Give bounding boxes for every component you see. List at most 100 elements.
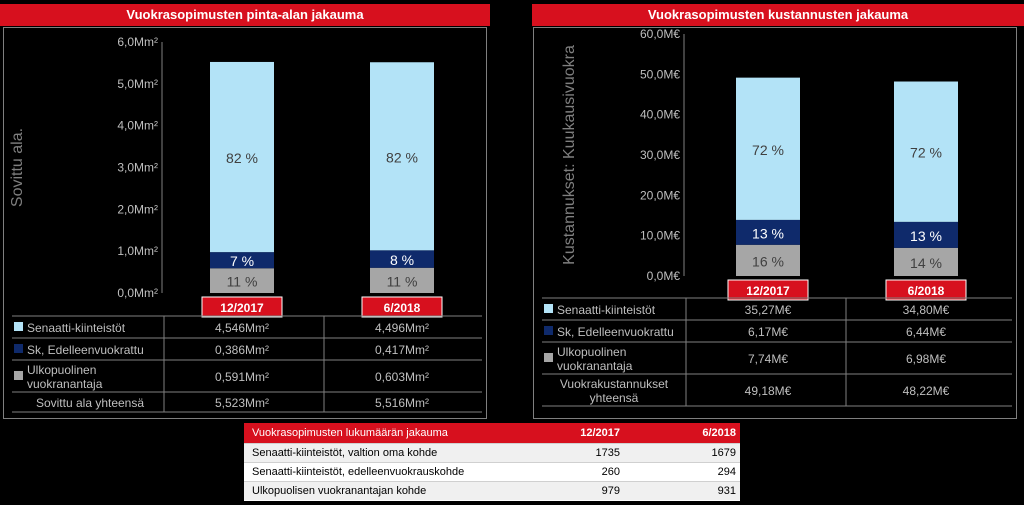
legend-swatch [544, 326, 553, 335]
y-tick-label: 20,0M€ [640, 188, 680, 202]
y-tick-label: 50,0M€ [640, 67, 680, 81]
table-value: 6,98M€ [906, 352, 946, 366]
bar-segment [370, 250, 434, 268]
data-label: 11 % [227, 274, 258, 290]
y-axis-label: Sovittu ala. [9, 128, 26, 207]
table-value: 34,80M€ [903, 303, 950, 317]
data-label: 72 % [910, 145, 942, 161]
category-box [885, 279, 967, 301]
row-value: 260 [601, 466, 620, 478]
table-value: 0,417Mm² [375, 343, 429, 357]
bar-segment [894, 81, 958, 222]
y-tick-label: 3,0Mm² [117, 161, 158, 175]
legend-label: Sk, Edelleenvuokrattu [27, 343, 144, 357]
data-label: 8 % [390, 252, 414, 268]
data-label: 72 % [752, 142, 784, 158]
row-value: 1735 [595, 447, 620, 459]
category-label: 12/2017 [220, 301, 264, 315]
row-value: 294 [717, 466, 736, 478]
y-tick-label: 5,0Mm² [117, 77, 158, 91]
table-value: 0,603Mm² [375, 370, 429, 384]
table-value: 0,386Mm² [215, 343, 269, 357]
total-label: Vuokrakustannukset [560, 377, 669, 391]
category-label: 12/2017 [746, 284, 790, 298]
data-label: 13 % [910, 228, 942, 244]
data-label: 14 % [910, 255, 942, 271]
chart1-svg: 0,0Mm² 1,0Mm² 2,0Mm² 3,0Mm² 4,0Mm² 5,0Mm² 6,0M… [9, 35, 482, 413]
table-value: 6,44M€ [906, 325, 946, 339]
y-tick-label: 60,0M€ [640, 28, 680, 41]
count-table-col-1: 12/2017 [580, 427, 620, 439]
bar-segment [210, 252, 274, 269]
table-value: 6,17M€ [748, 325, 788, 339]
row-label: Senaatti-kiinteistöt, valtion oma kohde [252, 447, 438, 459]
row-value: 979 [601, 485, 620, 497]
table-value: 35,27M€ [745, 303, 792, 317]
count-table-header: Vuokrasopimusten lukumäärän jakauma 12/2… [244, 423, 740, 443]
y-axis-label: Kustannukset: Kuukausivuokra [561, 45, 578, 265]
count-table: Vuokrasopimusten lukumäärän jakauma 12/2… [244, 423, 740, 501]
legend-swatch [14, 371, 23, 380]
bar-segment [370, 62, 434, 251]
table-row: Senaatti-kiinteistöt, valtion oma kohde … [244, 443, 740, 462]
bar-segment [210, 61, 274, 253]
bar-segment [894, 247, 958, 276]
legend-swatch [544, 304, 553, 313]
count-table-title: Vuokrasopimusten lukumäärän jakauma [252, 427, 448, 439]
data-label: 7 % [230, 253, 254, 269]
table-value: 4,496Mm² [375, 321, 429, 335]
y-tick-label: 4,0Mm² [117, 119, 158, 133]
row-value: 1679 [711, 447, 736, 459]
table-value: 4,546Mm² [215, 321, 269, 335]
y-tick-label: 40,0M€ [640, 108, 680, 122]
count-table-col-2: 6/2018 [702, 427, 736, 439]
bar-segment [210, 268, 274, 293]
total-value: 49,18M€ [745, 384, 792, 398]
category-box [727, 279, 809, 301]
legend-label: vuokranantaja [27, 377, 103, 391]
category-box [201, 296, 283, 318]
legend-swatch [14, 344, 23, 353]
table-row: Senaatti-kiinteistöt, edelleenvuokrausko… [244, 462, 740, 481]
y-tick-label: 2,0Mm² [117, 202, 158, 216]
y-tick-label: 30,0M€ [640, 148, 680, 162]
category-label: 6/2018 [384, 301, 421, 315]
data-label: 16 % [752, 253, 784, 269]
legend-label: vuokranantaja [557, 359, 633, 373]
total-value: 48,22M€ [903, 384, 950, 398]
legend-label: Ulkopuolinen [27, 363, 96, 377]
category-box [361, 296, 443, 318]
bar-segment [736, 244, 800, 276]
bar-segment [736, 219, 800, 245]
chart2-title: Vuokrasopimusten kustannusten jakauma [532, 4, 1024, 26]
bar-segment [370, 267, 434, 293]
y-tick-label: 1,0Mm² [117, 244, 158, 258]
legend-label: Ulkopuolinen [557, 345, 626, 359]
data-label: 82 % [226, 150, 258, 166]
legend-label: Senaatti-kiinteistöt [557, 303, 656, 317]
bar-segment [736, 77, 800, 220]
chart1-title: Vuokrasopimusten pinta-alan jakauma [0, 4, 490, 26]
y-tick-label: 0,0Mm² [117, 286, 158, 300]
legend-label: Sk, Edelleenvuokrattu [557, 325, 674, 339]
row-value: 931 [717, 485, 736, 497]
data-label: 11 % [387, 273, 418, 289]
y-tick-label: 6,0Mm² [117, 35, 158, 49]
data-label: 13 % [752, 225, 784, 241]
table-row: Ulkopuolisen vuokranantajan kohde 979 93… [244, 481, 740, 500]
legend-swatch [14, 322, 23, 331]
bar-segment [894, 221, 958, 248]
chart2-svg: 0,0M€ 10,0M€ 20,0M€ 30,0M€ 40,0M€ 50,0M€ 60,0M… [542, 27, 1012, 407]
total-label: Sovittu ala yhteensä [36, 396, 144, 410]
chart2-panel: 0,0M€ 10,0M€ 20,0M€ 30,0M€ 40,0M€ 50,0M€ 60,0M… [533, 27, 1017, 419]
table-value: 7,74M€ [748, 352, 788, 366]
category-label: 6/2018 [908, 284, 945, 298]
chart1-panel: 0,0Mm² 1,0Mm² 2,0Mm² 3,0Mm² 4,0Mm² 5,0Mm² 6,0M… [3, 27, 487, 419]
total-value: 5,523Mm² [215, 396, 269, 410]
row-label: Ulkopuolisen vuokranantajan kohde [252, 485, 427, 497]
y-tick-label: 0,0M€ [647, 269, 681, 283]
total-label: yhteensä [590, 391, 639, 405]
legend-swatch [544, 353, 553, 362]
legend-label: Senaatti-kiinteistöt [27, 321, 126, 335]
y-tick-label: 10,0M€ [640, 229, 680, 243]
